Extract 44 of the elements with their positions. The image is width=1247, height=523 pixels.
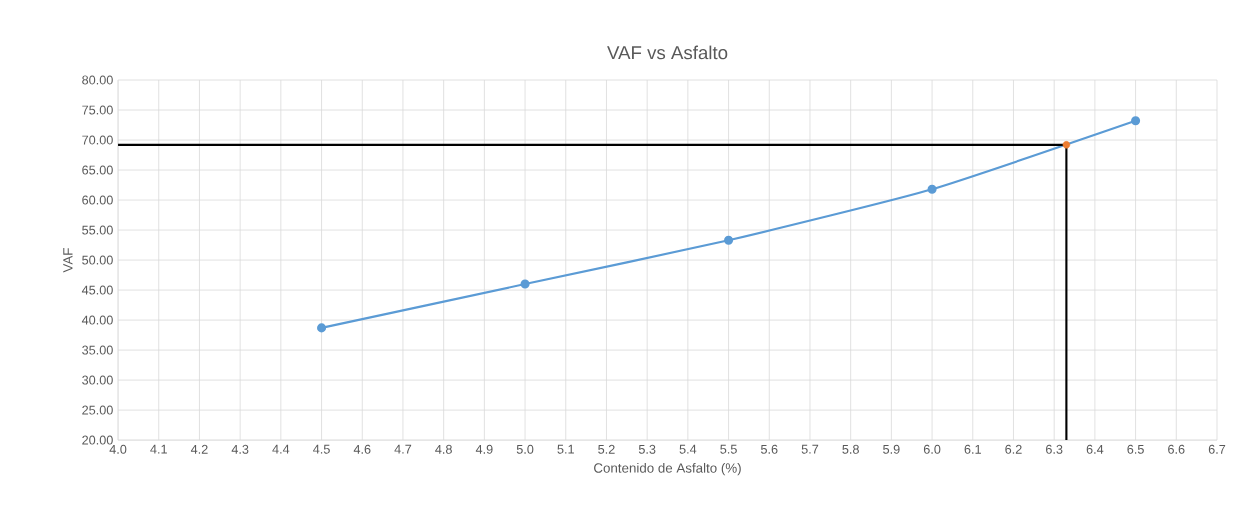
x-tick-label: 4.9 [475,444,493,454]
x-tick-label: 6.7 [1208,444,1226,454]
y-axis-title: VAF [63,248,73,273]
y-tick-label: 40.00 [81,315,113,325]
x-tick-label: 5.1 [557,444,574,454]
y-tick-label: 65.00 [82,165,113,175]
x-tick-label: 4.1 [150,444,167,454]
y-tick-label: 55.00 [82,225,113,235]
y-tick-label: 70.00 [82,135,113,145]
y-tick-label: 75.00 [82,105,113,115]
x-tick-label: 5.2 [598,444,615,454]
x-tick-label: 4.7 [394,444,412,454]
x-tick-label: 5.3 [638,444,656,454]
chart-title: VAF vs Asfalto [607,45,728,60]
y-tick-label: 50.00 [82,255,113,265]
x-tick-label: 6.2 [1005,444,1022,454]
x-tick-label: 5.8 [842,444,859,454]
y-tick-label: 20.00 [82,435,113,445]
x-tick-label: 4.2 [190,444,208,454]
x-tick-label: 5.9 [883,444,900,454]
x-tick-label: 6.5 [1127,444,1144,454]
x-tick-label: 5.7 [801,444,819,454]
y-tick-label: 30.00 [82,375,113,385]
x-tick-label: 6.6 [1168,444,1185,454]
x-tick-label: 5.5 [720,444,737,454]
y-tick-label: 60.00 [82,195,113,205]
x-tick-label: 4.4 [272,444,290,454]
x-tick-label: 6.4 [1086,444,1104,454]
y-tick-label: 80.00 [82,75,113,85]
x-tick-label: 6.3 [1046,444,1063,454]
x-tick-label: 4.6 [353,444,371,454]
x-tick-label: 5.0 [516,444,534,454]
y-tick-label: 45.00 [81,285,113,295]
x-tick-label: 4.3 [231,444,249,454]
x-tick-label: 5.6 [760,444,778,454]
x-tick-label: 4.0 [109,444,127,454]
x-tick-label: 6.1 [964,444,981,454]
x-tick-label: 4.8 [435,444,452,454]
y-tick-label: 25.00 [82,405,113,415]
x-tick-label: 6.0 [923,444,941,454]
x-tick-label: 5.4 [679,444,697,454]
x-axis-title: Contenido de Asfalto (%) [594,463,741,476]
x-tick-label: 4.5 [313,444,330,454]
y-tick-label: 35.00 [82,345,113,355]
